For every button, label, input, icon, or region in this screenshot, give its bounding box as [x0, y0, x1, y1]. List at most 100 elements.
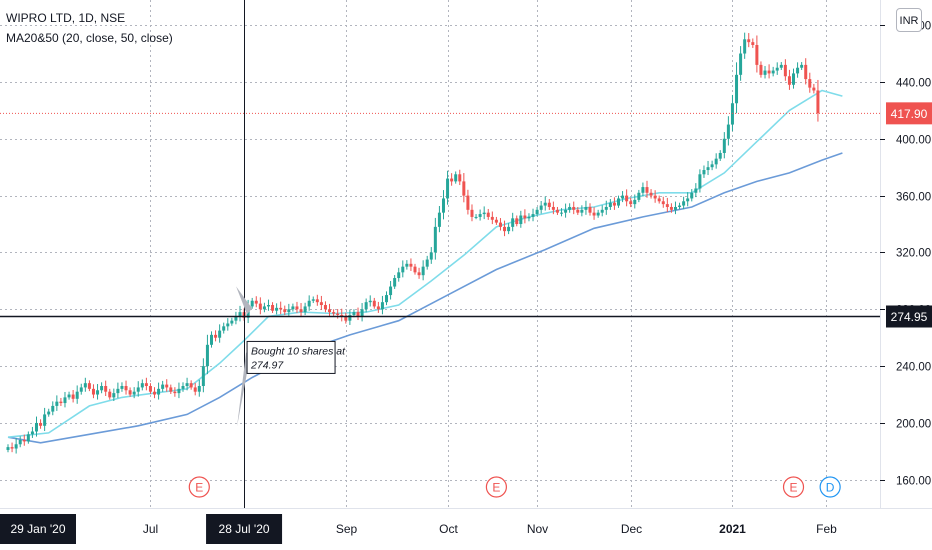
candlestick-series — [6, 32, 820, 454]
time-highlight-label: 28 Jul '20 — [219, 522, 270, 536]
candle-body — [91, 388, 95, 395]
event-marker-circle — [188, 476, 210, 498]
annotation-arrow-up — [236, 286, 253, 315]
candle-body — [222, 326, 226, 331]
event-marker-label: E — [492, 481, 500, 495]
candle-body — [470, 209, 474, 217]
candle-body — [128, 390, 132, 395]
candle-body — [43, 414, 47, 426]
candle-body — [637, 192, 641, 200]
candle-body — [157, 388, 161, 395]
candle-body — [812, 87, 816, 91]
candle-body — [136, 387, 140, 392]
candle-body — [718, 152, 722, 159]
candle-body — [494, 219, 498, 223]
candle-body — [678, 205, 682, 207]
candle-body — [596, 212, 600, 216]
crosshair-price-badge — [886, 305, 932, 328]
candle-body — [580, 209, 584, 213]
candle-body — [547, 202, 551, 207]
candle-body — [323, 305, 327, 310]
event-marker-circle — [485, 476, 507, 498]
candle-body — [185, 383, 189, 387]
candle-body — [796, 67, 800, 74]
time-highlight-box — [206, 514, 283, 544]
candle-body — [250, 300, 254, 307]
candle-body — [787, 76, 791, 85]
candle-body — [315, 299, 319, 303]
candle-body — [682, 201, 686, 206]
time-tick-label: Jul — [143, 522, 158, 536]
candle-body — [739, 53, 743, 75]
symbol-title: WIPRO LTD, 1D, NSE — [6, 11, 126, 25]
candle-body — [747, 39, 751, 43]
candle-body — [775, 67, 779, 71]
candle-body — [649, 192, 653, 196]
time-highlight-box — [0, 514, 76, 544]
candle-body — [393, 278, 397, 287]
candle-body — [226, 323, 230, 327]
candle-body — [482, 212, 486, 215]
price-tick-label: 440.00 — [896, 78, 931, 90]
candle-body — [230, 320, 234, 324]
candle-body — [478, 214, 482, 217]
candle-body — [425, 259, 429, 267]
candle-body — [205, 344, 209, 367]
ma50-path — [7, 152, 843, 444]
candle-body — [543, 202, 547, 206]
event-marker-circle — [819, 476, 841, 498]
candle-body — [376, 306, 380, 310]
candle-body — [612, 202, 616, 206]
candle-body — [26, 434, 30, 442]
candle-body — [421, 266, 425, 276]
candle-body — [148, 386, 152, 392]
currency-button[interactable]: INR — [896, 8, 922, 32]
candle-body — [653, 195, 657, 199]
candle-body — [462, 181, 466, 196]
ma20-line — [7, 89, 843, 438]
last-price-label: 417.90 — [891, 107, 928, 121]
candle-body — [523, 215, 527, 219]
candle-body — [804, 64, 808, 80]
candle-body — [633, 199, 637, 205]
candle-body — [539, 205, 543, 210]
price-axis[interactable]: 160.00200.00240.00280.00320.00360.00400.… — [880, 21, 932, 488]
candle-body — [409, 263, 413, 267]
candle-body — [617, 198, 620, 206]
candle-body — [197, 386, 201, 392]
candle-body — [116, 388, 120, 394]
indicator-label[interactable]: MA20&50 (20, close, 50, close) — [6, 31, 173, 45]
candle-body — [816, 90, 820, 114]
candle-body — [413, 266, 417, 273]
candle-body — [10, 447, 14, 449]
event-marker-label: E — [195, 481, 203, 495]
annotation-line-1: Bought 10 shares at — [251, 345, 346, 357]
candle-body — [511, 218, 515, 227]
time-axis[interactable]: Jul Sep Oct Nov Dec 2021 Feb 29 Jan '20 28 Jul '… — [0, 514, 837, 544]
time-highlight-label: 29 Jan '20 — [10, 522, 65, 536]
candle-body — [368, 300, 372, 303]
candle-body — [531, 214, 535, 217]
candle-body — [450, 178, 454, 182]
candle-body — [266, 305, 270, 307]
candle-body — [234, 316, 238, 321]
candle-body — [173, 391, 177, 394]
candle-body — [661, 201, 665, 205]
candle-body — [743, 39, 747, 54]
candle-body — [576, 209, 580, 213]
crosshair-price-label: 274.95 — [891, 310, 928, 324]
candle-body — [665, 204, 669, 207]
candle-body — [625, 195, 629, 202]
candle-body — [39, 422, 43, 426]
candle-body — [112, 393, 116, 398]
candle-body — [629, 201, 633, 205]
candle-body — [669, 206, 673, 210]
candle-body — [22, 440, 26, 442]
candle-body — [706, 167, 710, 171]
candle-body — [144, 383, 148, 387]
candle-body — [710, 164, 714, 168]
candle-body — [527, 216, 531, 219]
candle-body — [348, 314, 352, 321]
candle-body — [726, 124, 730, 139]
